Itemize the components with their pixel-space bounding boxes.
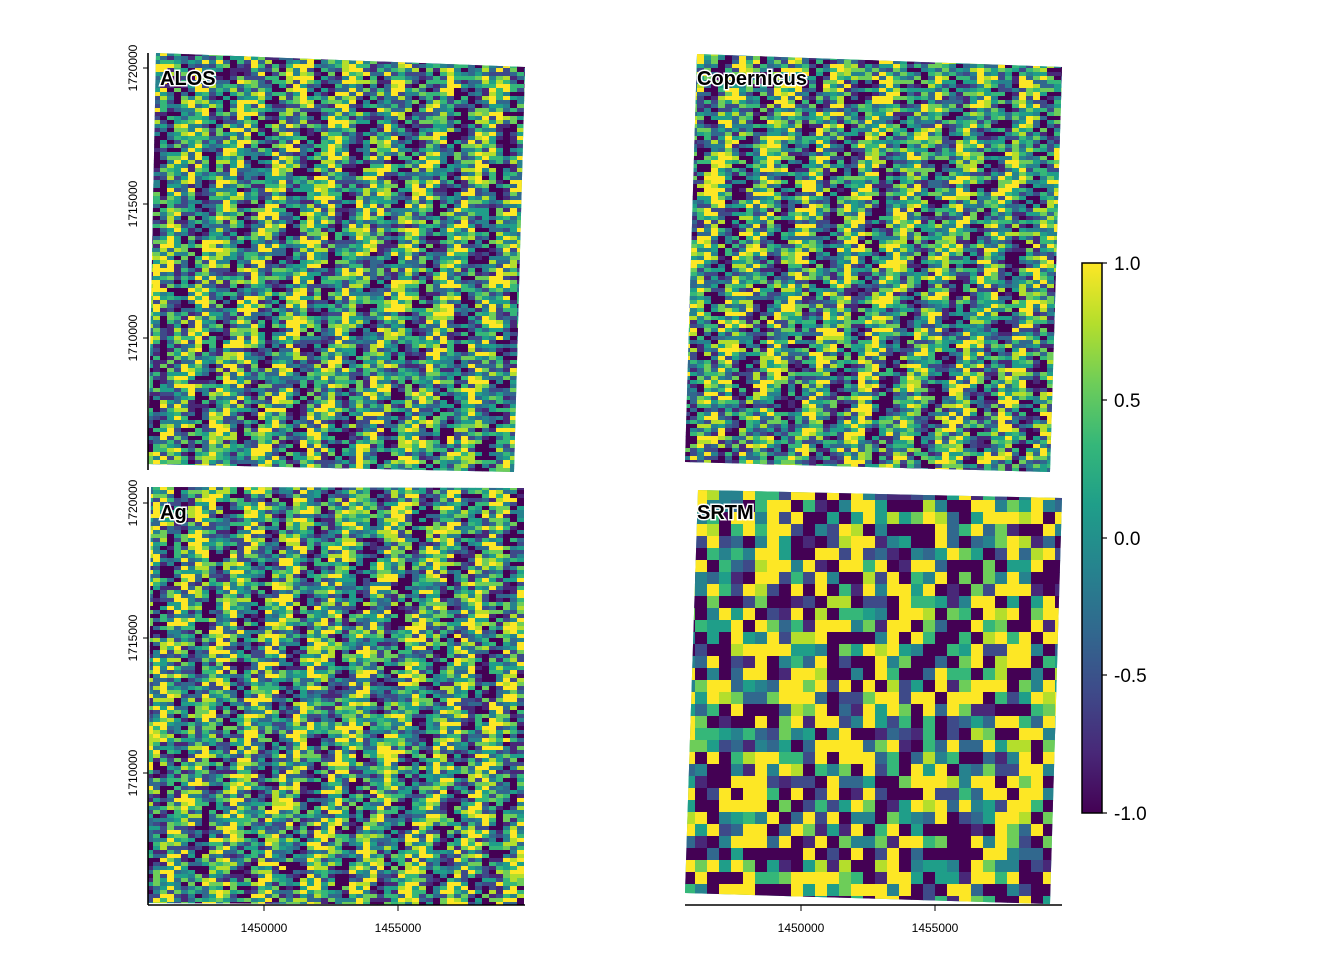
legend-label-minus-1.0: -1.0 [1114,804,1147,825]
y-tick-label-1715000-bottom: 1715000 [126,614,140,661]
panel-srtm-raster [685,490,1062,904]
x-axis-bottom-left: 1450000 1455000 [148,904,525,935]
legend-label-0.5: 0.5 [1114,391,1140,412]
y-tick-label-1720000-top: 1720000 [126,44,140,91]
y-tick-label-1710000-top: 1710000 [126,314,140,361]
panel-title-alos: ALOS [160,68,216,90]
x-axis-bottom-right: 1450000 1455000 [685,904,1062,935]
y-tick-label-1710000-bottom: 1710000 [126,749,140,796]
x-tick-label-1455000-right: 1455000 [912,921,959,935]
legend-colorbar [1081,262,1103,814]
legend-label-0.0: 0.0 [1114,529,1140,550]
y-axis-bottom-left: 1720000 1715000 1710000 [126,479,149,905]
panel-title-copernicus: Copernicus [697,68,807,90]
panel-title-ag: Ag [160,502,187,524]
y-axis-top-left: 1720000 1715000 1710000 [126,44,149,470]
panel-title-srtm: SRTM [697,502,754,524]
panel-alos-raster [148,53,525,472]
x-tick-label-1450000-left: 1450000 [241,921,288,935]
color-legend: 1.0 0.5 0.0 -0.5 -1.0 [1081,254,1147,825]
x-tick-label-1455000-left: 1455000 [375,921,422,935]
legend-label-1.0: 1.0 [1114,254,1140,275]
y-tick-label-1720000-bottom: 1720000 [126,479,140,526]
legend-label-minus-0.5: -0.5 [1114,666,1147,687]
panel-copernicus-raster [685,54,1062,472]
y-tick-label-1715000-top: 1715000 [126,180,140,227]
x-tick-label-1450000-right: 1450000 [778,921,825,935]
legend-ticks [1102,262,1107,814]
panel-ag-raster [148,487,524,905]
